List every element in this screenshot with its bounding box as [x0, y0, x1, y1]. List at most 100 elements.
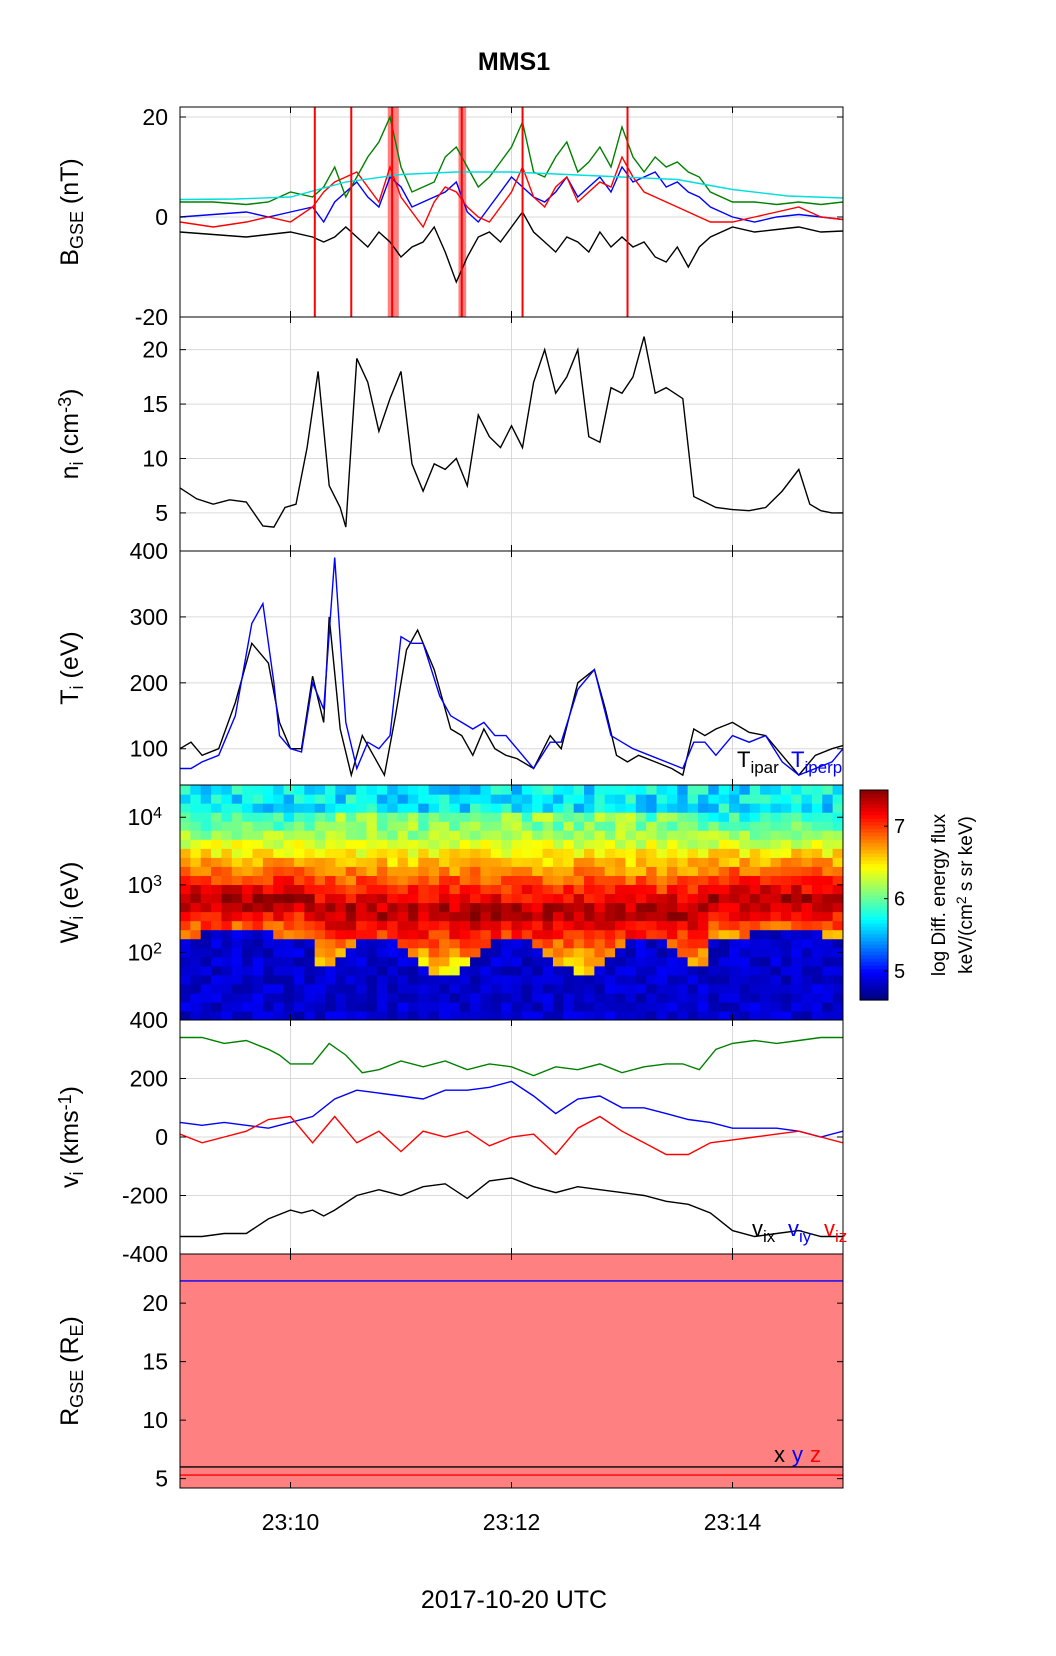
heatmap-cell: [325, 893, 336, 904]
heatmap-cell: [293, 974, 305, 985]
heatmap-cell: [739, 875, 751, 886]
heatmap-cell: [625, 956, 637, 967]
heatmap-cell: [739, 992, 751, 1003]
heatmap-cell: [739, 839, 751, 849]
heatmap-cell: [345, 983, 357, 994]
colorbar-segment: [860, 898, 888, 903]
heatmap-cell: [625, 884, 637, 895]
heatmap-cell: [584, 902, 595, 913]
heatmap-cell: [490, 785, 502, 795]
heatmap-cell: [356, 812, 368, 822]
heatmap-cell: [729, 857, 741, 867]
heatmap-cell: [801, 965, 813, 976]
heatmap-cell: [615, 857, 627, 867]
legend-entry: z: [810, 1442, 821, 1467]
heatmap-cell: [190, 974, 202, 985]
heatmap-cell: [521, 920, 533, 931]
heatmap-cell: [584, 965, 595, 976]
heatmap-cell: [387, 785, 399, 795]
heatmap-cell: [449, 920, 461, 931]
heatmap-cell: [407, 884, 419, 895]
heatmap-cell: [335, 911, 347, 922]
heatmap-cell: [314, 983, 326, 994]
heatmap-cell: [573, 848, 585, 858]
heatmap-cell: [438, 803, 450, 813]
heatmap-cell: [480, 938, 492, 949]
heatmap-cell: [345, 965, 357, 976]
heatmap-cell: [687, 812, 699, 822]
heatmap-cell: [677, 893, 689, 904]
heatmap-cell: [552, 1001, 564, 1012]
heatmap-cell: [718, 794, 730, 804]
heatmap-cell: [407, 974, 419, 985]
colorbar-segment: [860, 979, 888, 984]
heatmap-cell: [180, 848, 191, 858]
heatmap-cell: [190, 857, 202, 867]
heatmap-cell: [584, 938, 595, 949]
heatmap-cell: [490, 929, 502, 940]
heatmap-cell: [449, 857, 461, 867]
heatmap-cell: [449, 884, 461, 895]
heatmap-cell: [542, 938, 554, 949]
heatmap-cell: [760, 902, 772, 913]
heatmap-cell: [594, 830, 606, 840]
heatmap-cell: [304, 974, 316, 985]
heatmap-cell: [563, 884, 575, 895]
legend-entry: viy: [788, 1216, 812, 1246]
heatmap-cell: [490, 1010, 502, 1020]
heatmap-cell: [811, 1001, 823, 1012]
series-red: [180, 155, 843, 229]
heatmap-cell: [335, 803, 347, 813]
heatmap-cell: [584, 1010, 595, 1020]
heatmap-cell: [231, 929, 243, 940]
heatmap-cell: [252, 902, 264, 913]
heatmap-cell: [314, 947, 326, 958]
heatmap-cell: [459, 920, 471, 931]
heatmap-cell: [231, 893, 243, 904]
heatmap-cell: [283, 785, 295, 795]
heatmap-cell: [480, 929, 492, 940]
heatmap-cell: [501, 875, 513, 886]
heatmap-cell: [811, 947, 823, 958]
heatmap-cell: [211, 839, 223, 849]
heatmap-cell: [542, 785, 554, 795]
heatmap-cell: [615, 848, 627, 858]
heatmap-cell: [687, 956, 699, 967]
heatmap-cell: [387, 812, 399, 822]
heatmap-cell: [625, 920, 637, 931]
heatmap-cell: [501, 893, 513, 904]
heatmap-cell: [594, 1001, 606, 1012]
label-part: B: [56, 249, 84, 266]
y-axis-label: Wi (eV): [56, 862, 87, 944]
heatmap-cell: [625, 794, 637, 804]
heatmap-cell: [625, 992, 637, 1003]
heatmap-cell: [780, 803, 792, 813]
heatmap-cell: [532, 830, 544, 840]
heatmap-cell: [273, 875, 285, 886]
y-tick-label: 200: [130, 1066, 168, 1092]
heatmap-cell: [449, 902, 461, 913]
heatmap-cell: [376, 983, 388, 994]
heatmap-cell: [490, 938, 502, 949]
heatmap-cell: [480, 830, 492, 840]
heatmap-cell: [594, 875, 606, 886]
heatmap-cell: [418, 866, 430, 876]
colorbar-tick-label: 7: [894, 816, 905, 838]
heatmap-cell: [387, 974, 399, 985]
heatmap-cell: [376, 992, 388, 1003]
heatmap-cell: [200, 785, 212, 795]
heatmap-cell: [283, 992, 295, 1003]
label-part: 3: [153, 873, 162, 890]
heatmap-cell: [615, 920, 627, 931]
heatmap-cell: [325, 992, 336, 1003]
heatmap-cell: [231, 803, 243, 813]
heatmap-cell: [366, 821, 378, 831]
heatmap-cell: [325, 902, 336, 913]
label-part: 10: [128, 939, 154, 965]
heatmap-cell: [438, 794, 450, 804]
heatmap-cell: [780, 821, 792, 831]
heatmap-cell: [729, 911, 741, 922]
heatmap-cell: [262, 785, 274, 795]
heatmap-cell: [397, 803, 409, 813]
heatmap-cell: [822, 821, 834, 831]
